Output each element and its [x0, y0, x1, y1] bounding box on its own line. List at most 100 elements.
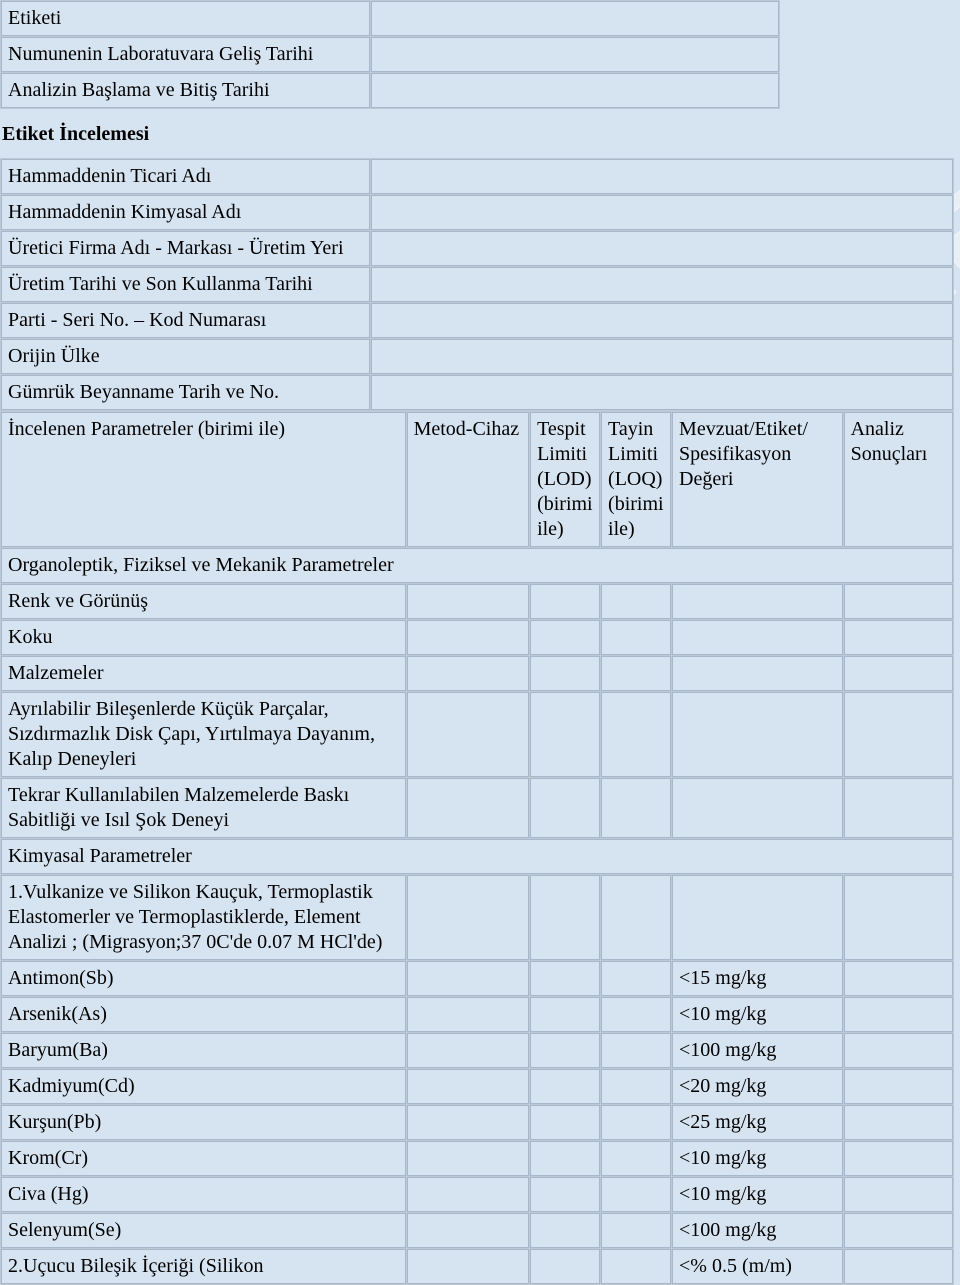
cell-c0: Krom(Cr)	[1, 1141, 406, 1176]
cell-c0: Antimon(Sb)	[1, 961, 406, 996]
cell-c0: Tekrar Kullanılabilen Malzemelerde Baskı…	[1, 778, 406, 838]
cell-c2	[530, 1249, 600, 1284]
cell-c2	[530, 1069, 600, 1104]
cell-c1	[407, 1141, 529, 1176]
table-row: Gümrük Beyanname Tarih ve No.	[1, 375, 953, 410]
row-value	[371, 303, 953, 338]
row-label: Hammaddenin Ticari Adı	[1, 159, 370, 194]
cell-c1	[407, 656, 529, 691]
cell-c5	[844, 778, 953, 838]
cell-c4: <20 mg/kg	[672, 1069, 843, 1104]
table-row: Civa (Hg)<10 mg/kg	[1, 1177, 953, 1212]
cell-c0: Renk ve Görünüş	[1, 584, 406, 619]
cell-c2	[530, 997, 600, 1032]
table-row: Parti - Seri No. – Kod Numarası	[1, 303, 953, 338]
row-value	[371, 375, 953, 410]
parameters-table: İncelenen Parametreler (birimi ile) Meto…	[0, 411, 954, 1285]
row-value	[371, 1, 779, 36]
cell-c0: Civa (Hg)	[1, 1177, 406, 1212]
table-row: Krom(Cr)<10 mg/kg	[1, 1141, 953, 1176]
cell-c0: Kurşun(Pb)	[1, 1105, 406, 1140]
table-row: Hammaddenin Kimyasal Adı	[1, 195, 953, 230]
row-label: Hammaddenin Kimyasal Adı	[1, 195, 370, 230]
cell-c2	[530, 778, 600, 838]
table-row: Baryum(Ba)<100 mg/kg	[1, 1033, 953, 1068]
cell-c4	[672, 656, 843, 691]
table-header-row: İncelenen Parametreler (birimi ile) Meto…	[1, 412, 953, 547]
header-method: Metod-Cihaz	[407, 412, 529, 547]
cell-c3	[601, 961, 671, 996]
section-title: Etiket İncelemesi	[0, 109, 960, 158]
cell-c5	[844, 620, 953, 655]
table-row: Kadmiyum(Cd) <20 mg/kg	[1, 1069, 953, 1104]
cell-c5	[844, 584, 953, 619]
table-row: Tekrar Kullanılabilen Malzemelerde Baskı…	[1, 778, 953, 838]
cell-c3	[601, 1141, 671, 1176]
info-table-1: EtiketiNumunenin Laboratuvara Geliş Tari…	[0, 0, 780, 109]
cell-c4: <100 mg/kg	[672, 1033, 843, 1068]
row-label: Üretici Firma Adı - Markası - Üretim Yer…	[1, 231, 370, 266]
table-row: Üretici Firma Adı - Markası - Üretim Yer…	[1, 231, 953, 266]
cell-c2	[530, 692, 600, 777]
cell-c3	[601, 692, 671, 777]
cell-c3	[601, 1069, 671, 1104]
cell-c0: Ayrılabilir Bileşenlerde Küçük Parçalar,…	[1, 692, 406, 777]
cell-c5	[844, 961, 953, 996]
cell-c0: Selenyum(Se)	[1, 1213, 406, 1248]
cell-c2	[530, 656, 600, 691]
cell-c2	[530, 1177, 600, 1212]
table-row: Renk ve Görünüş	[1, 584, 953, 619]
table-row: Orijin Ülke	[1, 339, 953, 374]
cell-c5	[844, 1141, 953, 1176]
cell-c1	[407, 1213, 529, 1248]
row-label: Gümrük Beyanname Tarih ve No.	[1, 375, 370, 410]
table-row: Hammaddenin Ticari Adı	[1, 159, 953, 194]
table-row: 1.Vulkanize ve Silikon Kauçuk, Termoplas…	[1, 875, 953, 960]
cell-c0: Arsenik(As)	[1, 997, 406, 1032]
cell-c3	[601, 1213, 671, 1248]
cell-c2	[530, 1033, 600, 1068]
row-value	[371, 159, 953, 194]
cell-c5	[844, 1069, 953, 1104]
cell-c3	[601, 1105, 671, 1140]
table-row: Etiketi	[1, 1, 779, 36]
row-value	[371, 339, 953, 374]
cell-c4: <25 mg/kg	[672, 1105, 843, 1140]
cell-c4	[672, 620, 843, 655]
cell-c1	[407, 997, 529, 1032]
header-loq: Tayin Limiti (LOQ) (birimi ile)	[601, 412, 671, 547]
table-row: Ayrılabilir Bileşenlerde Küçük Parçalar,…	[1, 692, 953, 777]
cell-c2	[530, 620, 600, 655]
header-parameter: İncelenen Parametreler (birimi ile)	[1, 412, 406, 547]
cell-c4	[672, 778, 843, 838]
cell-c3	[601, 1249, 671, 1284]
table-row: 2.Uçucu Bileşik İçeriği (Silikon<% 0.5 (…	[1, 1249, 953, 1284]
table-row: Organoleptik, Fiziksel ve Mekanik Parame…	[1, 548, 953, 583]
row-label: Analizin Başlama ve Bitiş Tarihi	[1, 73, 370, 108]
cell-c1	[407, 620, 529, 655]
table-row: Antimon(Sb)<15 mg/kg	[1, 961, 953, 996]
cell-c4: <100 mg/kg	[672, 1213, 843, 1248]
header-spec: Mevzuat/Etiket/ Spesifikasyon Değeri	[672, 412, 843, 547]
row-label: Numunenin Laboratuvara Geliş Tarihi	[1, 37, 370, 72]
cell-c1	[407, 1177, 529, 1212]
cell-c1	[407, 584, 529, 619]
cell-c1	[407, 1033, 529, 1068]
cell-c0: 1.Vulkanize ve Silikon Kauçuk, Termoplas…	[1, 875, 406, 960]
cell-c0: Malzemeler	[1, 656, 406, 691]
table-row: Selenyum(Se) <100 mg/kg	[1, 1213, 953, 1248]
info-table-2: Hammaddenin Ticari AdıHammaddenin Kimyas…	[0, 158, 954, 411]
cell-c3	[601, 997, 671, 1032]
cell-c4	[672, 692, 843, 777]
cell-c2	[530, 1213, 600, 1248]
cell-c2	[530, 584, 600, 619]
header-lod: Tespit Limiti (LOD) (birimi ile)	[530, 412, 600, 547]
table-row: Koku	[1, 620, 953, 655]
row-value	[371, 267, 953, 302]
row-value	[371, 37, 779, 72]
cell-c0: Kadmiyum(Cd)	[1, 1069, 406, 1104]
cell-c5	[844, 1213, 953, 1248]
cell-c1	[407, 875, 529, 960]
row-label: Parti - Seri No. – Kod Numarası	[1, 303, 370, 338]
row-label: Üretim Tarihi ve Son Kullanma Tarihi	[1, 267, 370, 302]
